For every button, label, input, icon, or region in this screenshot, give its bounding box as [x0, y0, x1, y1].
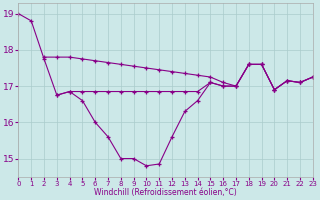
- X-axis label: Windchill (Refroidissement éolien,°C): Windchill (Refroidissement éolien,°C): [94, 188, 237, 197]
